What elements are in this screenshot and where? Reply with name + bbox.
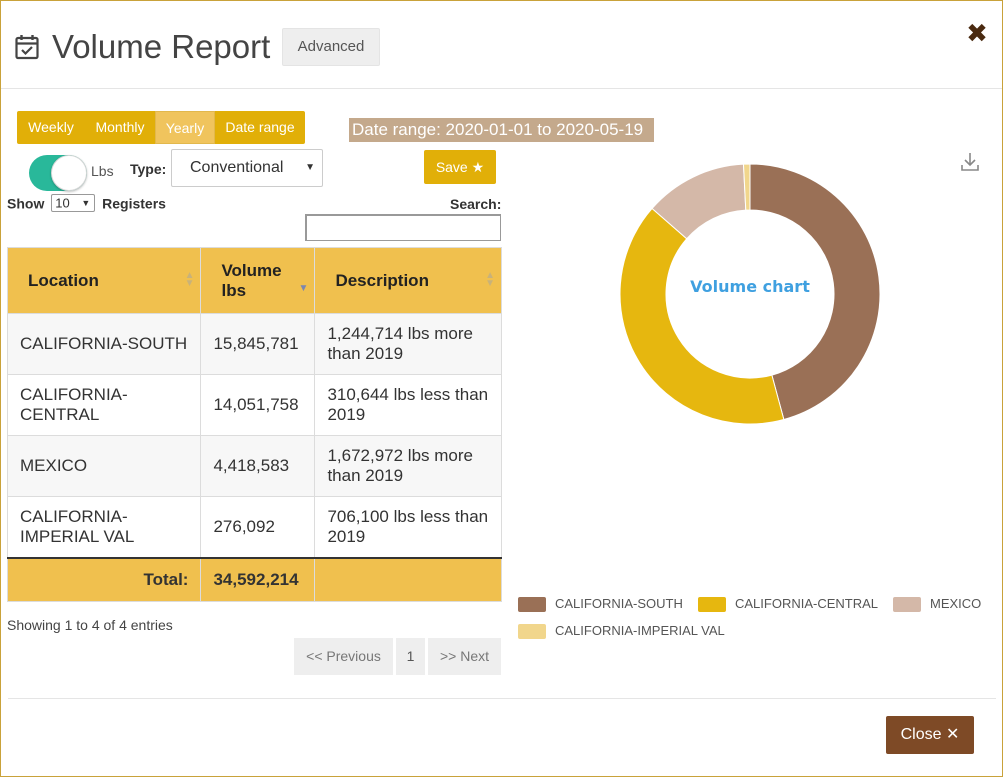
legend-label: CALIFORNIA-CENTRAL bbox=[735, 596, 879, 611]
column-header-description[interactable]: Description ▲ ▼ bbox=[314, 247, 502, 314]
toggle-knob bbox=[51, 155, 87, 191]
legend-swatch bbox=[518, 597, 546, 613]
unit-toggle[interactable] bbox=[29, 155, 87, 191]
legend-item[interactable]: CALIFORNIA-SOUTH bbox=[518, 596, 683, 613]
cell-description: 1,672,972 lbs more than 2019 bbox=[314, 435, 502, 497]
pie-slice-california-south[interactable] bbox=[749, 163, 881, 421]
weekly-button[interactable]: Weekly bbox=[28, 119, 74, 135]
close-button[interactable]: Close ✕ bbox=[886, 716, 974, 754]
chevron-down-icon: ▼ bbox=[305, 162, 315, 173]
column-header-label: Volume lbs bbox=[221, 260, 282, 300]
pie-slice-california-imperial-val[interactable] bbox=[742, 163, 751, 211]
cell-volume: 276,092 bbox=[200, 496, 316, 558]
column-header-volume[interactable]: Volume lbs ▼ bbox=[200, 247, 316, 314]
monthly-button[interactable]: Monthly bbox=[95, 119, 145, 135]
legend-item[interactable]: MEXICO bbox=[893, 596, 982, 613]
page-1-button[interactable]: 1 bbox=[396, 638, 425, 675]
cell-description: 1,244,714 lbs more than 2019 bbox=[314, 313, 502, 375]
type-select-value: Conventional bbox=[190, 159, 284, 176]
chart-title: Volume chart bbox=[690, 277, 810, 296]
legend-swatch bbox=[698, 597, 726, 613]
total-row: Total: 34,592,214 bbox=[6, 556, 502, 602]
sort-icon: ▲ ▼ bbox=[485, 270, 495, 289]
pie-slice-california-central[interactable] bbox=[619, 207, 785, 425]
footer-divider bbox=[8, 698, 996, 699]
legend-item[interactable]: CALIFORNIA-CENTRAL bbox=[698, 596, 879, 613]
cell-location: CALIFORNIA-SOUTH bbox=[6, 313, 202, 375]
cell-description: 706,100 lbs less than 2019 bbox=[314, 496, 502, 558]
legend-label: CALIFORNIA-SOUTH bbox=[555, 596, 683, 611]
show-entries-select[interactable]: 10 ▼ bbox=[51, 194, 96, 213]
total-empty-cell bbox=[314, 556, 502, 602]
cell-location: CALIFORNIA-IMPERIAL VAL bbox=[6, 496, 202, 558]
close-icon[interactable]: ✖ bbox=[966, 18, 988, 48]
cell-description: 310,644 lbs less than 2019 bbox=[314, 374, 502, 436]
legend-item[interactable]: CALIFORNIA-IMPERIAL VAL bbox=[518, 623, 725, 640]
entries-info: Showing 1 to 4 of 4 entries bbox=[7, 617, 173, 633]
cell-location: MEXICO bbox=[6, 435, 202, 497]
legend-swatch bbox=[518, 624, 546, 640]
download-icon[interactable] bbox=[959, 151, 981, 173]
column-header-location[interactable]: Location ▲ ▼ bbox=[6, 247, 202, 314]
yearly-button[interactable]: Yearly bbox=[155, 111, 215, 144]
cell-volume: 14,051,758 bbox=[200, 374, 316, 436]
table-row: CALIFORNIA-CENTRAL 14,051,758 310,644 lb… bbox=[6, 374, 502, 436]
column-header-label: Description bbox=[335, 270, 429, 290]
search-input[interactable] bbox=[305, 214, 501, 241]
legend-label: CALIFORNIA-IMPERIAL VAL bbox=[555, 623, 725, 638]
table-row: MEXICO 4,418,583 1,672,972 lbs more than… bbox=[6, 435, 502, 497]
legend-label: MEXICO bbox=[930, 596, 982, 611]
period-button-group: Weekly Monthly Yearly Date range bbox=[17, 111, 305, 144]
modal-header: Volume Report Advanced ✖ bbox=[1, 1, 1002, 89]
date-range-label: Date range: 2020-01-01 to 2020-05-19 bbox=[349, 118, 654, 142]
volume-table: Location ▲ ▼ Volume lbs ▼ Description ▲ ▼ … bbox=[6, 247, 502, 602]
next-button[interactable]: >> Next bbox=[428, 638, 501, 675]
sort-desc-icon: ▼ bbox=[298, 283, 309, 294]
table-row: CALIFORNIA-IMPERIAL VAL 276,092 706,100 … bbox=[6, 496, 502, 558]
sort-icon: ▲ ▼ bbox=[184, 270, 195, 289]
pagination: << Previous 1 >> Next bbox=[294, 638, 501, 675]
volume-donut-chart: Volume chart bbox=[619, 163, 881, 425]
previous-button[interactable]: << Previous bbox=[294, 638, 393, 675]
column-header-label: Location bbox=[28, 270, 99, 290]
show-entries-control: Show 10 ▼ Registers bbox=[7, 194, 166, 214]
legend-swatch bbox=[893, 597, 921, 613]
type-select[interactable]: Conventional ▼ bbox=[171, 149, 323, 187]
page-title: Volume Report bbox=[52, 28, 271, 65]
search-label: Search: bbox=[450, 196, 502, 212]
registers-label: Registers bbox=[102, 195, 166, 212]
unit-label: Lbs bbox=[91, 163, 114, 179]
show-entries-value: 10 bbox=[55, 195, 70, 211]
table-row: CALIFORNIA-SOUTH 15,845,781 1,244,714 lb… bbox=[6, 313, 502, 375]
type-label: Type: bbox=[130, 161, 167, 177]
chevron-down-icon: ▼ bbox=[81, 198, 91, 209]
total-value: 34,592,214 bbox=[200, 556, 316, 602]
advanced-button[interactable]: Advanced bbox=[282, 28, 380, 66]
cell-volume: 15,845,781 bbox=[200, 313, 316, 375]
calendar-check-icon bbox=[15, 35, 39, 60]
cell-location: CALIFORNIA-CENTRAL bbox=[6, 374, 202, 436]
show-label: Show bbox=[7, 195, 45, 212]
save-button[interactable]: Save ★ bbox=[424, 150, 496, 184]
date-range-button[interactable]: Date range bbox=[225, 119, 295, 135]
total-label: Total: bbox=[6, 556, 202, 602]
cell-volume: 4,418,583 bbox=[200, 435, 316, 497]
